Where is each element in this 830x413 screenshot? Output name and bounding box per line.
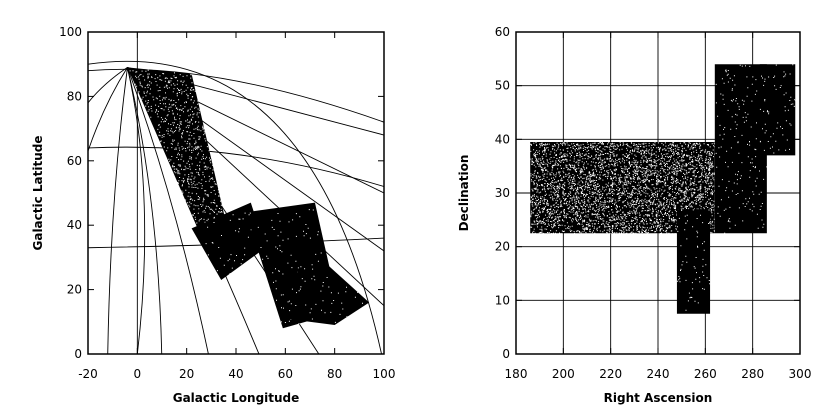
y-tick-label: 60: [495, 25, 510, 39]
meridian-line: [88, 67, 128, 104]
y-tick-label: 80: [67, 89, 82, 103]
x-tick-label: 60: [278, 367, 293, 381]
x-tick-label: 200: [552, 367, 575, 381]
right-y-ticks: 0 10 20 30 40 50 60: [495, 25, 800, 361]
region-fill: [759, 64, 796, 156]
left-x-ticks: -20 0 20 40 60 80 100: [78, 32, 395, 381]
right-y-axis-label: Declination: [457, 155, 471, 232]
equatorial-coordinates-panel: 180 200 220 240 260 280 300 0 10 20 30 40 50 60 Righ…: [457, 25, 811, 405]
x-tick-label: 300: [789, 367, 812, 381]
x-tick-label: 220: [599, 367, 622, 381]
galactic-coordinates-panel: -20 0 20 40 60 80 100 0 20 40 60 80 100 Galactic Lo…: [31, 25, 395, 405]
galactic-scatter-points: [127, 67, 370, 329]
y-tick-label: 0: [74, 347, 82, 361]
region-strip: [127, 67, 232, 245]
x-tick-label: 100: [373, 367, 396, 381]
y-tick-label: 60: [67, 154, 82, 168]
region-fill: [676, 209, 711, 314]
x-tick-label: 80: [327, 367, 342, 381]
y-tick-label: 40: [495, 132, 510, 146]
y-tick-label: 100: [59, 25, 82, 39]
x-tick-label: -20: [78, 367, 98, 381]
region-fill: [714, 64, 767, 234]
y-tick-label: 50: [495, 79, 510, 93]
region-fill: [285, 244, 370, 326]
parallel-line: [88, 146, 384, 187]
x-tick-label: 0: [134, 367, 142, 381]
region-northern-block-1: [714, 64, 768, 234]
region-fill: [127, 67, 232, 245]
equatorial-scatter-points: [530, 64, 797, 314]
meridian-line: [107, 67, 128, 354]
meridian-line: [127, 67, 146, 354]
region-block-a: [191, 202, 266, 280]
scatter-texture: [530, 142, 716, 235]
x-tick-label: 280: [741, 367, 764, 381]
y-tick-label: 40: [67, 218, 82, 232]
region-fill: [191, 202, 266, 280]
x-tick-label: 20: [179, 367, 194, 381]
region-northern-block-2: [759, 64, 797, 156]
meridian-line: [127, 67, 163, 354]
x-tick-label: 240: [647, 367, 670, 381]
y-tick-label: 20: [495, 240, 510, 254]
y-tick-label: 10: [495, 293, 510, 307]
region-southern-block: [676, 209, 711, 314]
parallel-line: [88, 68, 384, 123]
right-x-ticks: 180 200 220 240 260 280 300: [505, 32, 812, 381]
region-block-c: [285, 244, 370, 326]
y-tick-label: 20: [67, 283, 82, 297]
x-tick-label: 180: [505, 367, 528, 381]
left-x-axis-label: Galactic Longitude: [173, 391, 300, 405]
x-tick-label: 260: [694, 367, 717, 381]
meridian-line: [127, 67, 209, 354]
region-equatorial-strip: [530, 142, 716, 235]
y-tick-label: 0: [502, 347, 510, 361]
x-tick-label: 40: [228, 367, 243, 381]
right-x-axis-label: Right Ascension: [604, 391, 713, 405]
y-tick-label: 30: [495, 186, 510, 200]
left-y-ticks: 0 20 40 60 80 100: [59, 25, 384, 361]
left-y-axis-label: Galactic Latitude: [31, 135, 45, 250]
projection-boundary: [88, 60, 382, 354]
meridian-line: [88, 67, 128, 152]
region-fill: [530, 142, 715, 234]
